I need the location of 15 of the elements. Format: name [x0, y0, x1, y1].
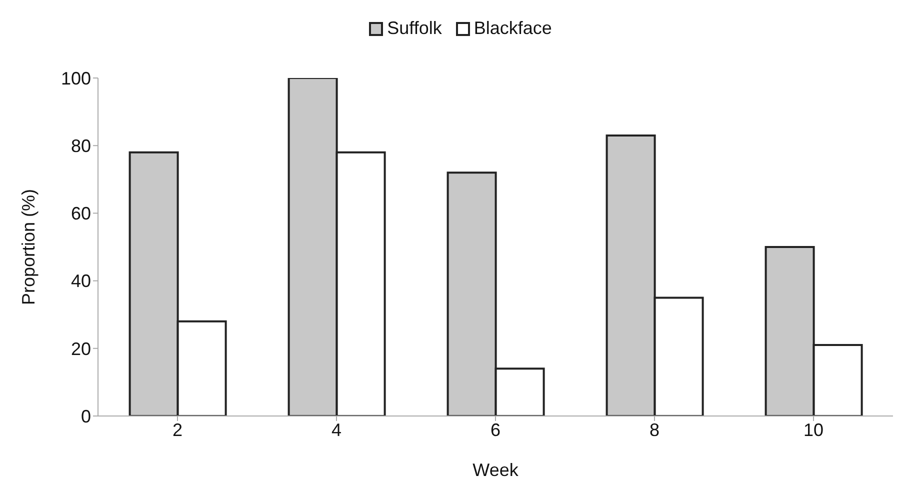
x-tick-label: 4 [331, 420, 342, 440]
legend-label: Blackface [474, 18, 552, 39]
y-tick-label: 20 [70, 338, 91, 359]
x-tick-label: 10 [803, 420, 824, 440]
y-tick-label: 40 [70, 271, 91, 292]
x-tick-label: 2 [172, 420, 183, 440]
y-tick-label: 0 [80, 406, 91, 426]
x-axis-title: Week [472, 460, 520, 480]
x-tick-label: 6 [490, 420, 501, 440]
x-tick-label: 8 [649, 420, 660, 440]
y-tick-label: 100 [60, 68, 91, 88]
y-axis-title: Proportion (%) [18, 188, 38, 306]
y-tick-label: 60 [70, 204, 91, 224]
y-tick-label: 80 [70, 136, 91, 156]
legend-label: Suffolk [387, 18, 442, 39]
